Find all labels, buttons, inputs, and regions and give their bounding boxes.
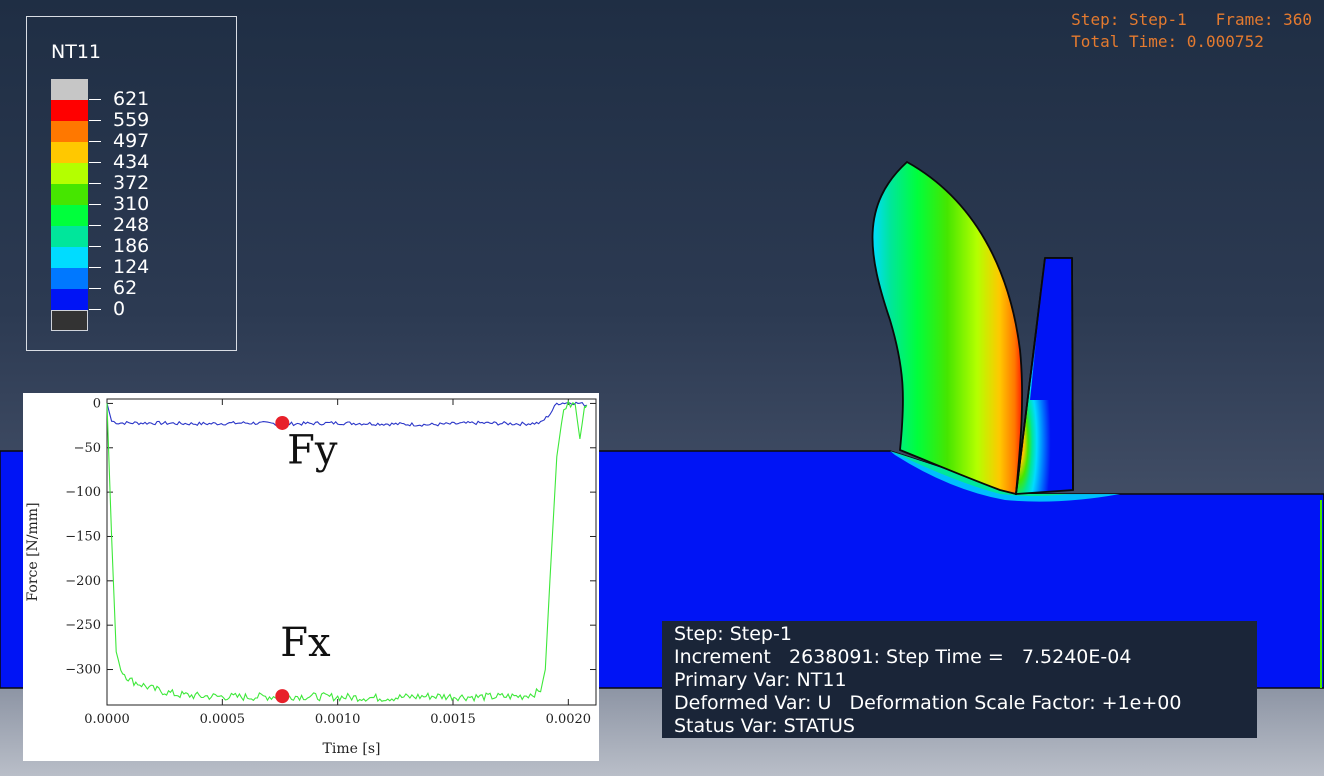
legend-level-label: 621 <box>89 89 209 110</box>
legend-level-label: 372 <box>89 173 209 194</box>
x-tick-label: 0.0005 <box>200 712 246 727</box>
legend-swatch <box>51 205 88 226</box>
x-tick-label: 0.0010 <box>315 712 361 727</box>
y-tick-label: −150 <box>65 529 101 544</box>
total-time-label: Total Time: 0.000752 <box>1071 32 1264 51</box>
legend-swatch <box>51 310 88 331</box>
legend-level-label: 124 <box>89 257 209 278</box>
y-tick-label: −100 <box>65 485 101 500</box>
chip <box>871 160 1023 496</box>
legend-swatch <box>51 163 88 184</box>
x-tick-label: 0.0015 <box>430 712 476 727</box>
info-primary-var: Primary Var: NT11 <box>674 669 847 691</box>
legend-title: NT11 <box>51 41 101 63</box>
legend-swatch <box>51 289 88 310</box>
y-tick-label: −300 <box>65 663 101 678</box>
legend-level-label: 186 <box>89 236 209 257</box>
legend-level-label: 559 <box>89 110 209 131</box>
y-tick-label: −200 <box>65 574 101 589</box>
info-status-var: Status Var: STATUS <box>674 715 855 737</box>
legend-swatch <box>51 121 88 142</box>
step-frame-info: Step: Step-1 Frame: 360 Total Time: 0.00… <box>1071 9 1312 53</box>
legend-level-label: 497 <box>89 131 209 152</box>
legend-level-label: 62 <box>89 278 209 299</box>
legend-swatch <box>51 247 88 268</box>
contour-legend: NT11 621 559 497 434 372 310 248 186 124 62 0 <box>26 16 237 351</box>
legend-swatch <box>51 226 88 247</box>
marker-fy <box>275 415 290 430</box>
legend-level-label: 248 <box>89 215 209 236</box>
force-chart: 0.0000 0.0005 0.0010 0.0015 0.0020 0 −50 −100 −1… <box>25 396 597 757</box>
legend-swatch <box>51 100 88 121</box>
annotation-fx: Fx <box>280 620 331 666</box>
series-line-fx <box>106 400 588 703</box>
x-tick-label: 0.0000 <box>84 712 130 727</box>
legend-swatch <box>51 142 88 163</box>
legend-swatch <box>51 268 88 289</box>
y-tick-label: 0 <box>93 396 101 411</box>
marker-fx <box>275 689 290 704</box>
x-axis-label: Time [s] <box>323 741 381 757</box>
frame-label: Frame: 360 <box>1215 10 1312 29</box>
force-plot: 0.0000 0.0005 0.0010 0.0015 0.0020 0 −50 −100 −1… <box>23 393 599 761</box>
step-label: Step: Step-1 <box>1071 10 1187 29</box>
legend-level-label: 434 <box>89 152 209 173</box>
plot-frame <box>106 398 597 706</box>
annotation-fy: Fy <box>287 428 338 474</box>
x-tick-label: 0.0020 <box>546 712 592 727</box>
info-step: Step: Step-1 <box>674 623 792 645</box>
legend-level-label: 310 <box>89 194 209 215</box>
info-deformed-var: Deformed Var: U Deformation Scale Factor… <box>674 692 1182 714</box>
y-axis-label: Force [N/mm] <box>25 502 41 601</box>
legend-swatch <box>51 79 88 100</box>
y-tick-label: −250 <box>65 618 101 633</box>
legend-level-label: 0 <box>89 299 209 320</box>
info-increment: Increment 2638091: Step Time = 7.5240E-0… <box>674 646 1132 668</box>
state-info-panel: Step: Step-1 Increment 2638091: Step Time… <box>662 621 1257 738</box>
legend-swatches <box>51 79 88 331</box>
legend-swatch <box>51 184 88 205</box>
series-line-fy <box>106 401 587 427</box>
y-tick-label: −50 <box>74 441 101 456</box>
